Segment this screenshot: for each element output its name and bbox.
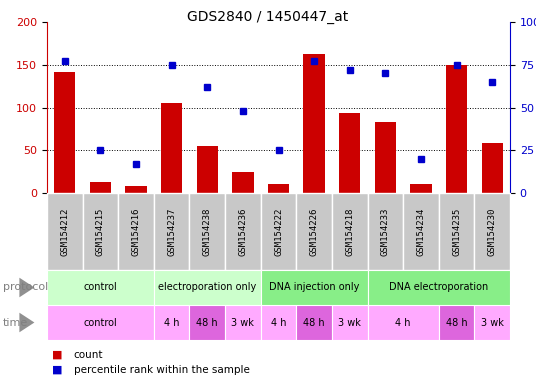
Bar [296,305,332,340]
Bar [474,193,510,270]
Bar [47,305,154,340]
Bar [368,270,510,305]
Text: ■: ■ [53,365,63,375]
Bar [232,172,254,193]
Bar [260,305,296,340]
Bar [154,270,260,305]
Bar [410,184,431,193]
Text: GSM154233: GSM154233 [381,207,390,256]
Bar [189,305,225,340]
Text: GSM154237: GSM154237 [167,207,176,256]
Bar [161,103,182,193]
Text: percentile rank within the sample: percentile rank within the sample [74,365,250,375]
Bar [47,193,83,270]
Text: 3 wk: 3 wk [481,318,504,328]
Bar [481,143,503,193]
Text: 4 h: 4 h [396,318,411,328]
Bar [375,122,396,193]
Bar [125,186,147,193]
Bar [118,193,154,270]
Bar [403,193,439,270]
Text: 48 h: 48 h [303,318,325,328]
Text: DNA injection only: DNA injection only [269,283,359,293]
Text: control: control [84,283,117,293]
Text: 3 wk: 3 wk [338,318,361,328]
Bar [368,193,403,270]
Text: 48 h: 48 h [197,318,218,328]
Text: 4 h: 4 h [164,318,180,328]
Bar [225,193,260,270]
Text: GSM154235: GSM154235 [452,207,461,256]
Text: GSM154230: GSM154230 [488,207,497,256]
Bar [90,182,111,193]
Bar [47,270,154,305]
Text: GSM154236: GSM154236 [239,207,248,256]
Bar [197,146,218,193]
Text: ■: ■ [53,350,63,360]
Text: control: control [84,318,117,328]
Bar [154,193,189,270]
Text: GSM154238: GSM154238 [203,207,212,256]
Text: electroporation only: electroporation only [158,283,256,293]
Bar [260,193,296,270]
Bar [439,193,474,270]
Text: count: count [74,350,103,360]
Bar [296,193,332,270]
Text: 48 h: 48 h [446,318,467,328]
Bar [260,270,368,305]
Bar [225,305,260,340]
Text: 4 h: 4 h [271,318,286,328]
Text: GSM154234: GSM154234 [416,207,426,256]
Bar [332,193,368,270]
Bar [303,55,325,193]
Bar [368,305,439,340]
Bar [439,305,474,340]
Bar [332,305,368,340]
Bar [54,71,76,193]
Text: GSM154218: GSM154218 [345,207,354,256]
Text: GSM154216: GSM154216 [131,207,140,256]
Text: time: time [3,318,28,328]
Bar [446,65,467,193]
Text: protocol: protocol [3,283,48,293]
Bar [154,305,189,340]
Bar [339,114,360,193]
Bar [474,305,510,340]
Bar [268,184,289,193]
Polygon shape [19,278,34,297]
Bar [83,193,118,270]
Text: DNA electroporation: DNA electroporation [389,283,488,293]
Text: GSM154222: GSM154222 [274,207,283,256]
Polygon shape [19,313,34,332]
Bar [189,193,225,270]
Text: GSM154212: GSM154212 [61,207,69,256]
Text: GDS2840 / 1450447_at: GDS2840 / 1450447_at [188,10,348,23]
Text: GSM154215: GSM154215 [96,207,105,256]
Text: GSM154226: GSM154226 [310,207,318,256]
Text: 3 wk: 3 wk [232,318,254,328]
